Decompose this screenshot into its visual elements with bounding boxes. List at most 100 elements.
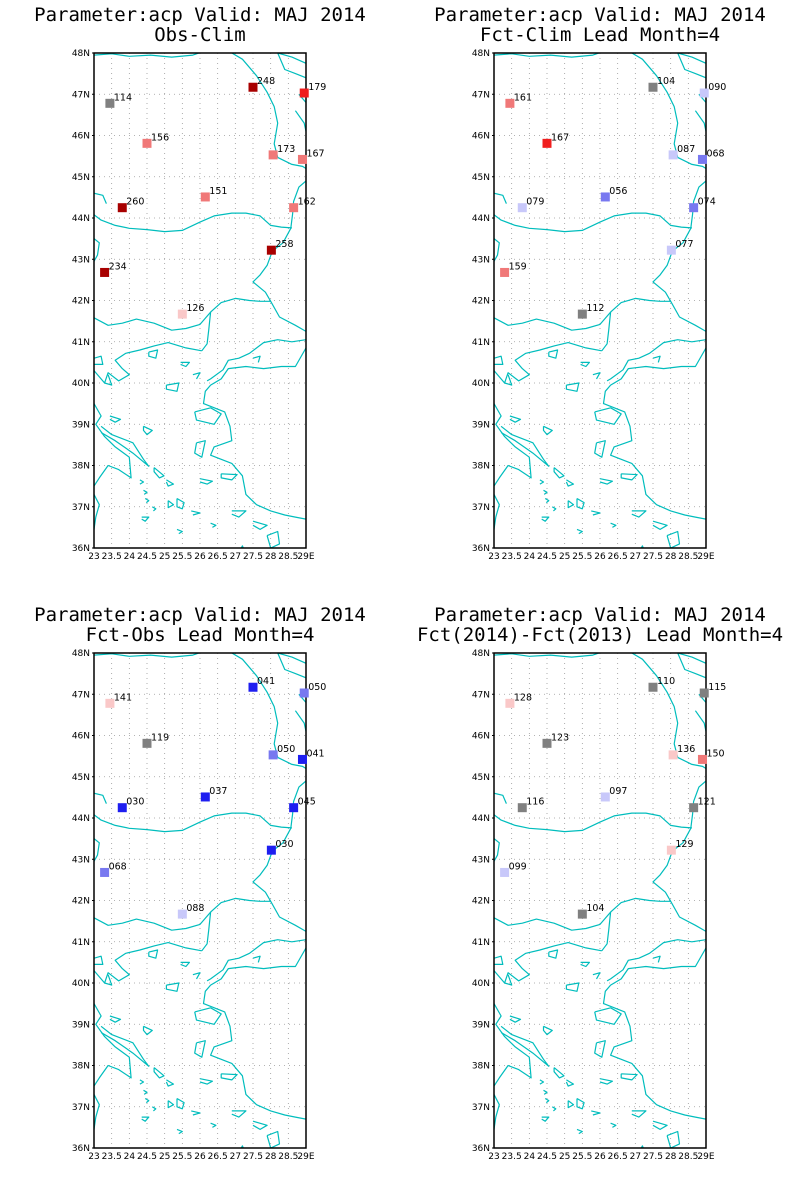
- station-marker: 056: [600, 186, 627, 202]
- station-value-label: 112: [586, 303, 604, 314]
- lon-tick-label: 28.5: [278, 552, 298, 562]
- lon-tick-label: 23.5: [102, 552, 122, 562]
- station-value-label: 041: [257, 676, 275, 687]
- coastline: [94, 342, 202, 384]
- station-value-label: 260: [126, 197, 144, 208]
- station-marker: 234: [100, 261, 127, 277]
- station-square: [299, 88, 309, 98]
- coastline: [201, 312, 212, 352]
- coastline: [165, 382, 180, 392]
- map-panel-fct-diff: Parameter:acp Valid: MAJ 2014 Fct(2014)-…: [400, 600, 800, 1200]
- lon-tick-label: 23: [88, 552, 99, 562]
- lat-tick-label: 39N: [72, 1020, 90, 1030]
- station-marker: 151: [200, 186, 227, 202]
- coastline: [143, 1089, 148, 1095]
- station-value-label: 248: [257, 76, 275, 87]
- station-marker: 248: [248, 76, 275, 92]
- station-value-label: 087: [677, 144, 695, 155]
- lat-tick-label: 46N: [72, 732, 90, 742]
- coastline: [599, 478, 613, 485]
- station-marker: 115: [699, 682, 726, 698]
- station-square: [117, 803, 127, 813]
- lat-tick-label: 42N: [472, 297, 490, 307]
- coastline: [666, 530, 681, 548]
- coastline: [94, 653, 201, 658]
- station-marker: 150: [697, 748, 725, 764]
- coastline: [677, 653, 706, 679]
- coastline: [94, 192, 107, 204]
- station-value-label: 258: [275, 239, 293, 250]
- coastline: [620, 1073, 638, 1081]
- station-square: [266, 245, 276, 255]
- station-value-label: 056: [609, 186, 627, 197]
- station-value-label: 045: [298, 797, 316, 808]
- coastline: [565, 982, 580, 992]
- coastline: [631, 510, 647, 518]
- coastline: [494, 342, 602, 384]
- lon-tick-label: 24.5: [537, 552, 557, 562]
- station-square: [299, 688, 309, 698]
- station-square: [100, 267, 110, 277]
- coastline: [141, 1116, 150, 1122]
- coastline: [494, 1003, 532, 1087]
- station-marker: 087: [668, 144, 695, 160]
- station-value-label: 141: [114, 692, 132, 703]
- coastline: [592, 372, 601, 380]
- station-marker: 136: [668, 744, 695, 760]
- coastline: [677, 53, 706, 79]
- lat-tick-label: 45N: [472, 773, 490, 783]
- station-marker: 179: [299, 82, 326, 98]
- station-square: [142, 138, 152, 148]
- lat-tick-label: 37N: [72, 1103, 90, 1113]
- station-value-label: 136: [677, 744, 695, 755]
- coastline: [192, 972, 201, 980]
- coastline: [640, 1145, 644, 1148]
- lon-tick-label: 28: [665, 552, 677, 562]
- coastline: [199, 478, 213, 485]
- station-marker: 097: [600, 786, 627, 802]
- lon-tick-label: 24: [124, 1152, 136, 1162]
- coastline: [94, 792, 107, 804]
- coastline: [230, 653, 279, 758]
- coastlines: [94, 53, 306, 548]
- coastline: [94, 212, 292, 233]
- panel-title-line2: Fct-Clim Lead Month=4: [479, 24, 721, 46]
- coastline: [602, 347, 706, 520]
- station-square: [648, 82, 658, 92]
- lon-tick-label: 27.5: [243, 552, 263, 562]
- coastline: [677, 653, 706, 664]
- lon-tick-label: 25.5: [172, 552, 192, 562]
- coastline: [94, 1003, 132, 1087]
- coastline: [194, 407, 222, 425]
- coastline: [602, 947, 706, 1120]
- panel-title-line1: Parameter:acp Valid: MAJ 2014: [34, 4, 366, 26]
- lon-tick-label: 26: [594, 1152, 606, 1162]
- coastline: [594, 440, 606, 458]
- lat-tick-label: 44N: [472, 214, 490, 224]
- station-square: [505, 698, 515, 708]
- station-marker: 050: [268, 744, 295, 760]
- station-square: [200, 792, 210, 802]
- coastline: [199, 1078, 213, 1085]
- lon-tick-label: 25.5: [572, 552, 592, 562]
- lon-tick-label: 24: [524, 552, 536, 562]
- station-square: [689, 803, 699, 813]
- station-value-label: 179: [308, 82, 326, 93]
- station-square: [105, 698, 115, 708]
- coastline: [565, 382, 580, 392]
- coastline: [94, 494, 100, 530]
- coastline: [542, 425, 553, 436]
- lon-tick-label: 25: [559, 552, 570, 562]
- station-value-label: 030: [275, 839, 293, 850]
- lon-tick-label: 26.5: [208, 1152, 228, 1162]
- lon-tick-label: 24: [524, 1152, 536, 1162]
- station-value-label: 110: [657, 676, 675, 687]
- station-square: [517, 803, 527, 813]
- coastline: [594, 1040, 606, 1058]
- station-value-label: 050: [308, 682, 326, 693]
- station-square: [699, 688, 709, 698]
- coastline: [139, 1079, 145, 1085]
- lon-tick-label: 26: [594, 552, 606, 562]
- coastline: [652, 1120, 668, 1130]
- lat-tick-label: 48N: [472, 649, 490, 659]
